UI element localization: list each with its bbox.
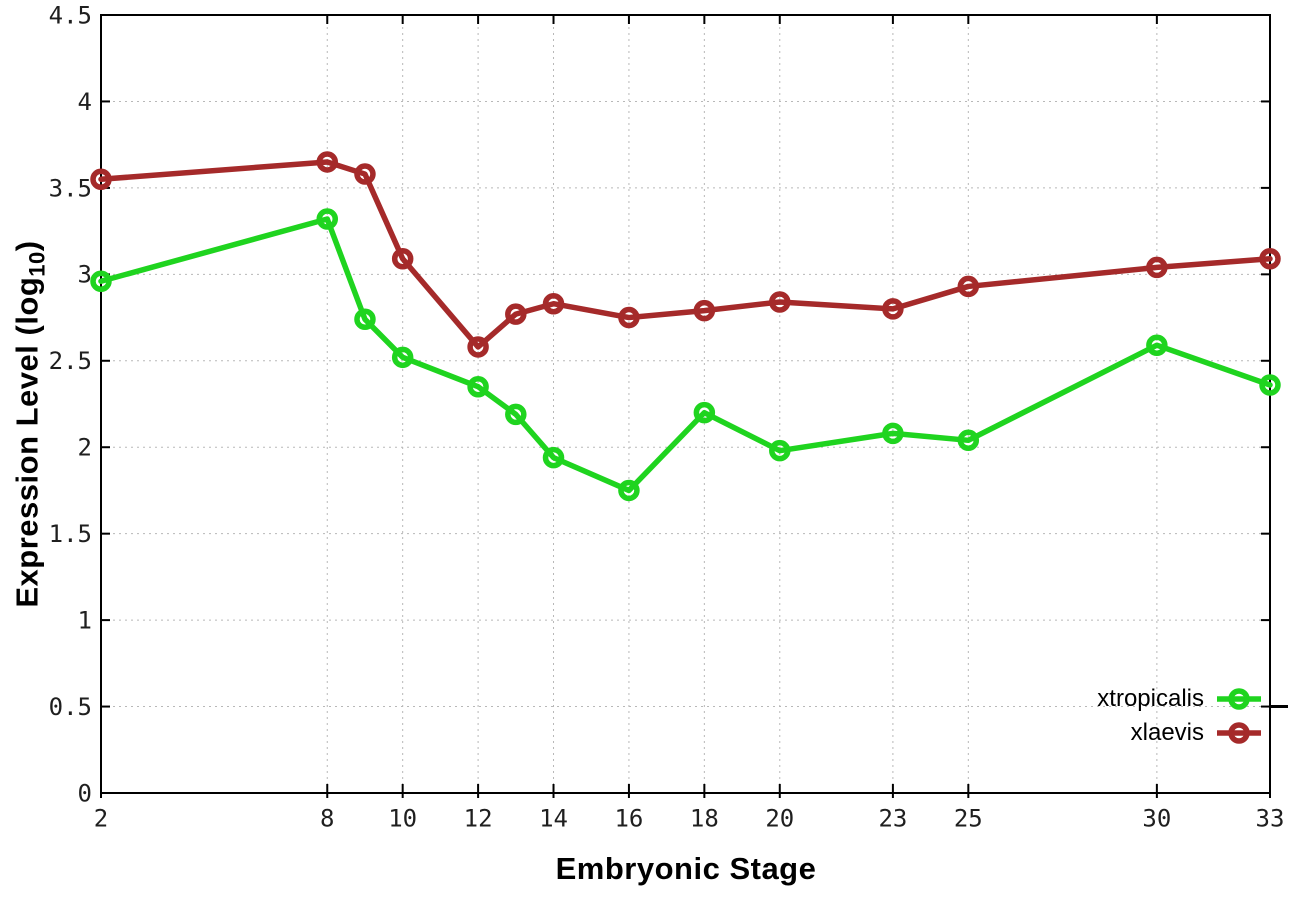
data-point-xlaevis	[316, 151, 339, 173]
y-tick-label: 0.5	[49, 693, 92, 721]
y-axis-title-close: )	[9, 240, 45, 252]
x-tick-label: 18	[690, 805, 719, 833]
legend-item-xlaevis: xlaevis	[1131, 717, 1262, 748]
data-point-xlaevis	[90, 168, 112, 190]
data-point-xlaevis	[391, 248, 414, 270]
series-line-xlaevis	[98, 159, 1273, 350]
data-point-xtropicalis	[467, 375, 489, 398]
data-point-xtropicalis	[618, 479, 640, 502]
data-point-xlaevis	[505, 303, 527, 325]
y-tick-label: 3	[78, 261, 92, 289]
y-tick-label: 1	[78, 607, 92, 635]
data-point-xtropicalis	[1146, 334, 1168, 356]
y-axis-title-text: Expression Level (log	[9, 276, 45, 608]
data-point-xlaevis	[882, 298, 904, 320]
y-axis-title: Expression Level (log10)	[10, 240, 51, 607]
y-axis-title-subscript: 10	[24, 251, 50, 277]
data-point-xtropicalis	[354, 308, 376, 331]
data-point-xtropicalis	[769, 439, 791, 462]
data-point-xlaevis	[957, 275, 980, 298]
x-tick-label: 33	[1256, 805, 1285, 833]
x-tick-label: 14	[539, 805, 568, 833]
data-point-xlaevis	[542, 292, 565, 315]
data-point-xlaevis	[693, 299, 716, 322]
x-axis-title: Embryonic Stage	[555, 851, 817, 886]
x-tick-label: 20	[765, 805, 794, 833]
y-tick-label: 4	[78, 88, 92, 116]
y-tick-label: 1.5	[49, 520, 92, 548]
x-tick-label: 10	[388, 805, 417, 833]
y-tick-label: 2	[78, 434, 92, 462]
x-tick-label: 25	[954, 805, 983, 833]
legend-line-marker-icon	[1217, 687, 1261, 710]
data-point-xtropicalis	[1259, 374, 1281, 396]
data-point-xtropicalis	[90, 270, 112, 292]
data-point-xlaevis	[1259, 248, 1281, 270]
x-tick-label: 23	[878, 805, 907, 833]
x-tick-label: 30	[1142, 805, 1171, 833]
data-point-xlaevis	[1146, 256, 1168, 279]
data-point-xlaevis	[618, 306, 640, 329]
x-tick-label: 2	[94, 805, 108, 833]
plot-border	[100, 14, 1271, 794]
data-point-xtropicalis	[316, 208, 339, 230]
legend: xtropicalis xlaevis	[1097, 683, 1262, 748]
data-point-xtropicalis	[882, 422, 904, 445]
y-tick-label: 2.5	[49, 347, 92, 375]
series-line-xtropicalis	[98, 216, 1273, 494]
legend-label: xlaevis	[1130, 719, 1204, 746]
legend-line-marker-icon	[1217, 721, 1261, 744]
y-tick-label: 4.5	[49, 1, 92, 29]
legend-label: xtropicalis	[1097, 685, 1204, 712]
x-tick-label: 12	[464, 805, 493, 833]
data-point-xtropicalis	[505, 403, 527, 426]
y-tick-label: 3.5	[49, 174, 92, 202]
data-point-xlaevis	[354, 163, 376, 185]
data-point-xtropicalis	[542, 446, 565, 469]
legend-item-xtropicalis: xtropicalis	[1097, 683, 1262, 714]
data-point-xlaevis	[769, 291, 791, 313]
data-point-xlaevis	[467, 336, 489, 358]
x-tick-label: 16	[614, 805, 643, 833]
data-point-xtropicalis	[693, 401, 716, 424]
data-point-xtropicalis	[391, 346, 414, 369]
x-tick-label: 8	[320, 805, 334, 833]
y-tick-label: 0	[78, 779, 92, 807]
data-point-xtropicalis	[957, 429, 980, 452]
